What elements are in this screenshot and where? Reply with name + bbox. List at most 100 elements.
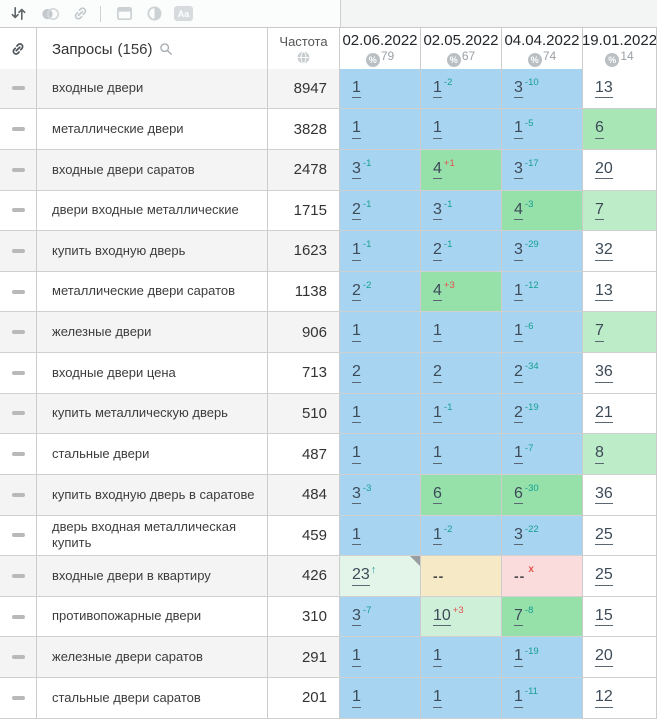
position-link[interactable]: 1 (433, 647, 442, 667)
minus-icon[interactable] (11, 452, 25, 457)
position-link[interactable]: 2 (352, 201, 361, 220)
minus-icon[interactable] (11, 289, 25, 294)
minus-icon[interactable] (11, 573, 25, 578)
minus-icon[interactable] (11, 533, 25, 538)
minus-icon[interactable] (11, 655, 25, 660)
position-link[interactable]: 3 (514, 241, 523, 261)
minus-icon[interactable] (11, 330, 25, 335)
position-link[interactable]: 36 (595, 485, 613, 505)
position-link[interactable]: 3 (433, 201, 442, 220)
circles-icon[interactable] (41, 4, 60, 23)
position-link[interactable]: 25 (595, 526, 613, 545)
date-column-header-0[interactable]: 02.06.2022% 79 (340, 28, 421, 71)
date-column-header-1[interactable]: 02.05.2022% 67 (421, 28, 502, 71)
keyword-cell[interactable]: стальные двери (37, 434, 268, 475)
position-link[interactable]: 1 (352, 526, 361, 545)
keyword-cell[interactable]: железные двери (37, 312, 268, 353)
position-link[interactable]: 10 (433, 607, 451, 627)
keyword-cell[interactable]: металлические двери (37, 109, 268, 150)
position-link[interactable]: 1 (514, 282, 523, 302)
position-link[interactable]: 1 (433, 119, 442, 139)
position-link[interactable]: 4 (514, 201, 523, 220)
minus-icon[interactable] (11, 695, 25, 700)
position-link[interactable]: 3 (352, 607, 361, 627)
position-link[interactable]: 23 (352, 566, 370, 586)
position-link[interactable]: 2 (514, 404, 523, 424)
keyword-cell[interactable]: железные двери саратов (37, 637, 268, 678)
position-link[interactable]: 3 (352, 160, 361, 180)
keyword-cell[interactable]: двери входные металлические (37, 190, 268, 232)
position-link[interactable]: 1 (433, 322, 442, 342)
keyword-cell[interactable]: входные двери (37, 68, 268, 110)
position-link[interactable]: 1 (433, 444, 442, 464)
position-link[interactable]: 7 (514, 607, 523, 627)
position-link[interactable]: 12 (595, 688, 613, 708)
date-column-header-2[interactable]: 04.04.2022% 74 (502, 28, 583, 71)
panel-icon[interactable] (115, 4, 134, 23)
position-link[interactable]: 7 (595, 201, 604, 220)
keyword-cell[interactable]: входные двери в квартиру (37, 556, 268, 597)
position-link[interactable]: 36 (595, 363, 613, 383)
minus-icon[interactable] (11, 370, 25, 375)
position-link[interactable]: 21 (595, 404, 613, 424)
minus-icon[interactable] (11, 208, 25, 213)
minus-icon[interactable] (11, 167, 25, 172)
position-link[interactable]: 1 (433, 526, 442, 545)
position-link[interactable]: 20 (595, 647, 613, 667)
position-link[interactable]: 2 (433, 363, 442, 383)
position-link[interactable]: 1 (433, 688, 442, 708)
queries-column-header[interactable]: Запросы (156) (37, 28, 268, 71)
keyword-cell[interactable]: стальные двери саратов (37, 678, 268, 719)
contrast-icon[interactable] (145, 4, 164, 23)
position-link[interactable]: 3 (352, 485, 361, 505)
minus-icon[interactable] (11, 492, 25, 497)
minus-icon[interactable] (11, 248, 25, 253)
keyword-cell[interactable]: входные двери саратов (37, 149, 268, 191)
keyword-cell[interactable]: металлические двери саратов (37, 271, 268, 313)
link-column-header[interactable] (0, 28, 37, 71)
note-corner-marker[interactable] (410, 556, 420, 567)
date-column-header-3[interactable]: 19.01.2022% 14 (583, 28, 657, 71)
position-link[interactable]: 6 (433, 485, 442, 505)
position-link[interactable]: 1 (433, 79, 442, 99)
minus-icon[interactable] (11, 614, 25, 619)
position-link[interactable]: 1 (352, 79, 361, 99)
keyword-cell[interactable]: противопожарные двери (37, 596, 268, 638)
keyword-cell[interactable]: купить металлическую дверь (37, 393, 268, 435)
keyword-cell[interactable]: купить входную дверь (37, 231, 268, 272)
search-icon[interactable] (159, 42, 173, 56)
position-link[interactable]: 25 (595, 566, 613, 586)
keyword-cell[interactable]: входные двери цена (37, 353, 268, 394)
position-link[interactable]: 1 (433, 404, 442, 424)
position-link[interactable]: 6 (595, 119, 604, 139)
position-link[interactable]: 6 (514, 485, 523, 505)
position-link[interactable]: 7 (595, 322, 604, 342)
keyword-cell[interactable]: купить входную дверь в саратове (37, 474, 268, 516)
position-link[interactable]: 4 (433, 160, 442, 180)
position-link[interactable]: 2 (433, 241, 442, 261)
position-link[interactable]: 1 (514, 444, 523, 464)
position-link[interactable]: 3 (514, 526, 523, 545)
position-link[interactable]: 13 (595, 282, 613, 302)
position-link[interactable]: 32 (595, 241, 613, 261)
position-link[interactable]: 3 (514, 79, 523, 99)
frequency-column-header[interactable]: Частота (268, 28, 340, 71)
position-link[interactable]: 20 (595, 160, 613, 180)
position-link[interactable]: 1 (352, 119, 361, 139)
position-link[interactable]: 1 (352, 241, 361, 261)
position-link[interactable]: 1 (514, 688, 523, 708)
keyword-cell[interactable]: дверь входная металлическая купить (37, 515, 268, 557)
position-link[interactable]: 1 (352, 688, 361, 708)
text-style-icon[interactable]: Aa (174, 4, 193, 23)
position-link[interactable]: 2 (352, 363, 361, 383)
position-link[interactable]: 4 (433, 282, 442, 302)
minus-icon[interactable] (11, 411, 25, 416)
position-link[interactable]: 15 (595, 607, 613, 627)
position-link[interactable]: 13 (595, 79, 613, 99)
position-link[interactable]: 3 (514, 160, 523, 180)
position-link[interactable]: 1 (514, 119, 523, 139)
position-link[interactable]: 1 (352, 444, 361, 464)
position-link[interactable]: 1 (352, 322, 361, 342)
position-link[interactable]: 1 (514, 647, 523, 667)
position-link[interactable]: 1 (514, 322, 523, 342)
